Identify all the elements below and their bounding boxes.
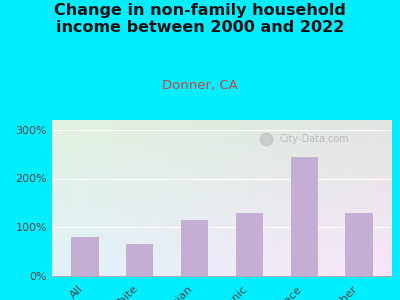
- Bar: [71, 237, 99, 276]
- Bar: [126, 244, 154, 276]
- Bar: [181, 220, 208, 276]
- Text: Donner, CA: Donner, CA: [162, 80, 238, 92]
- Text: Change in non-family household
income between 2000 and 2022: Change in non-family household income be…: [54, 3, 346, 35]
- Bar: [236, 213, 263, 276]
- Text: City-Data.com: City-Data.com: [280, 134, 350, 144]
- Bar: [290, 157, 318, 276]
- Bar: [345, 213, 373, 276]
